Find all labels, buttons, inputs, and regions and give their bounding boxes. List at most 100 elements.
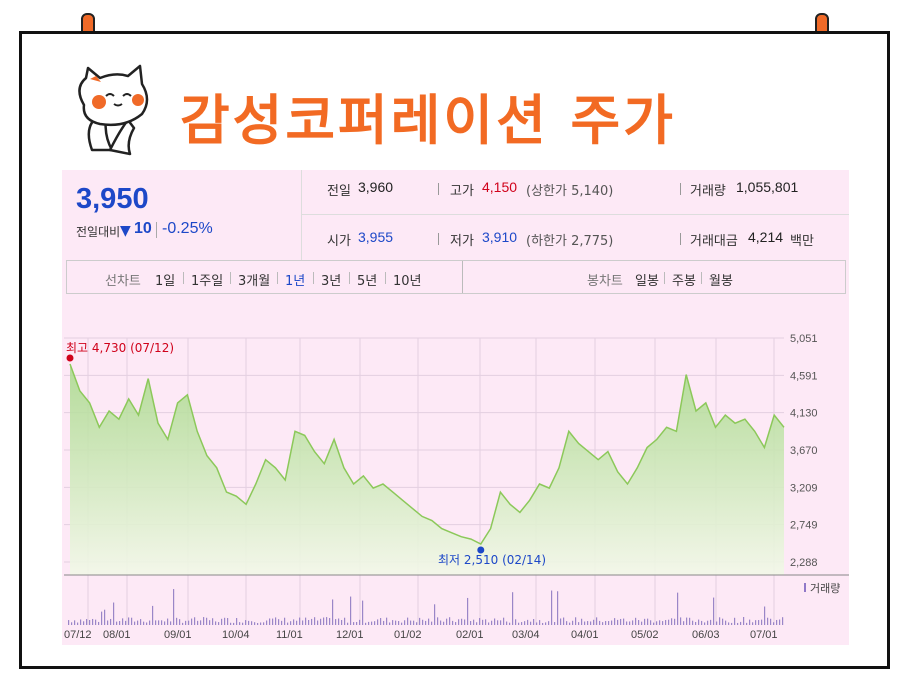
- volume-bar: [305, 617, 307, 625]
- volume-bar: [686, 617, 688, 625]
- volume-bar: [260, 622, 262, 625]
- volume-bar: [242, 622, 244, 625]
- amount-value: 4,214: [748, 229, 784, 245]
- volume-bar: [431, 621, 433, 625]
- volume-bar: [518, 622, 520, 625]
- volume-bar: [428, 618, 430, 625]
- volume-bar: [338, 618, 340, 625]
- volume-bar: [353, 622, 355, 625]
- volume-bar: [533, 619, 535, 625]
- volume-bar: [692, 620, 694, 625]
- max-annotation: 최고 4,730 (07/12): [66, 341, 174, 355]
- x-tick-label: 01/02: [394, 629, 422, 641]
- volume-bar: [782, 617, 784, 625]
- volume-bar: [629, 621, 631, 625]
- volume-bar: [359, 619, 361, 625]
- volume-bar: [479, 618, 481, 625]
- volume-bar: [608, 621, 610, 625]
- tab-monthly[interactable]: 월봉: [709, 274, 733, 289]
- tab-daily[interactable]: 일봉: [635, 274, 659, 289]
- volume-bar: [290, 621, 292, 625]
- volume-bar: [344, 617, 346, 625]
- volume-bar: [650, 620, 652, 625]
- min-point: [477, 546, 485, 554]
- volume-bar: [296, 620, 298, 625]
- tab-1d[interactable]: 1일: [155, 274, 176, 289]
- tab-3m[interactable]: 3개월: [238, 274, 271, 289]
- divider: [462, 261, 463, 293]
- volume-bar: [758, 620, 760, 625]
- divider: [680, 183, 681, 195]
- volume-bar: [530, 621, 532, 625]
- volume-bar: [161, 620, 163, 625]
- volume-bar: [245, 620, 247, 625]
- volume-bar: [416, 622, 418, 625]
- volume-bar: [74, 620, 76, 625]
- volume-bar: [545, 622, 547, 625]
- volume-bar: [632, 620, 634, 625]
- tab-10y[interactable]: 10년: [393, 274, 422, 289]
- volume-bar: [449, 617, 451, 625]
- volume-bar: [689, 617, 691, 625]
- volume-bar: [383, 620, 385, 625]
- volume-bar: [110, 618, 112, 625]
- volume-bar: [731, 622, 733, 625]
- volume-bar: [320, 618, 322, 625]
- volume-bar: [506, 621, 508, 625]
- volume-bar: [287, 622, 289, 625]
- volume-bar: [611, 620, 613, 625]
- x-tick-label: 03/04: [512, 629, 540, 641]
- down-arrow-icon: ▼: [120, 223, 131, 239]
- volume-bar: [212, 618, 214, 625]
- volume-bar: [500, 620, 502, 625]
- volume-bar: [740, 621, 742, 625]
- volume-bar: [83, 621, 85, 625]
- volume-bar: [164, 621, 166, 625]
- divider: [301, 170, 302, 260]
- volume-bar: [605, 621, 607, 625]
- volume-bar: [233, 622, 235, 625]
- volume-bar: [641, 621, 643, 625]
- volume-bar: [77, 622, 79, 625]
- lower-limit: (하한가 2,775): [526, 234, 614, 249]
- tab-5y[interactable]: 5년: [357, 274, 378, 289]
- volume-bar: [113, 602, 115, 625]
- volume-bar: [662, 621, 664, 625]
- volume-bar: [284, 617, 286, 625]
- volume-bar: [92, 618, 94, 625]
- tab-weekly[interactable]: 주봉: [672, 274, 696, 289]
- volume-bar: [626, 621, 628, 625]
- prev-close-value: 3,960: [358, 179, 394, 195]
- divider: [230, 272, 231, 284]
- upper-limit: (상한가 5,140): [526, 184, 614, 199]
- x-tick-label: 11/01: [276, 629, 303, 641]
- x-tick-label: 05/02: [631, 629, 659, 641]
- volume-bar: [236, 618, 238, 625]
- x-tick-label: 04/01: [571, 629, 599, 641]
- volume-bar: [176, 617, 178, 625]
- tab-3y[interactable]: 3년: [321, 274, 342, 289]
- volume-bar: [182, 622, 184, 625]
- volume-bar: [587, 621, 589, 625]
- volume-bar: [335, 619, 337, 625]
- volume-bar: [734, 617, 736, 625]
- volume-bar: [764, 606, 766, 625]
- volume-bar: [257, 622, 259, 625]
- volume-bar: [419, 617, 421, 625]
- volume-bar: [239, 622, 241, 625]
- volume-bar: [410, 620, 412, 625]
- price-area: [70, 364, 784, 575]
- volume-bar: [227, 618, 229, 625]
- volume-bar: [197, 620, 199, 625]
- volume-bar: [329, 618, 331, 625]
- volume-bar: [719, 617, 721, 625]
- volume-bar: [356, 621, 358, 625]
- divider: [313, 272, 314, 284]
- volume-bar: [71, 622, 73, 625]
- volume-bar: [323, 617, 325, 625]
- volume-bar: [467, 597, 469, 625]
- volume-bar: [404, 620, 406, 625]
- volume-bar: [224, 617, 226, 625]
- tab-1w[interactable]: 1주일: [191, 274, 224, 289]
- tab-1y[interactable]: 1년: [285, 274, 306, 289]
